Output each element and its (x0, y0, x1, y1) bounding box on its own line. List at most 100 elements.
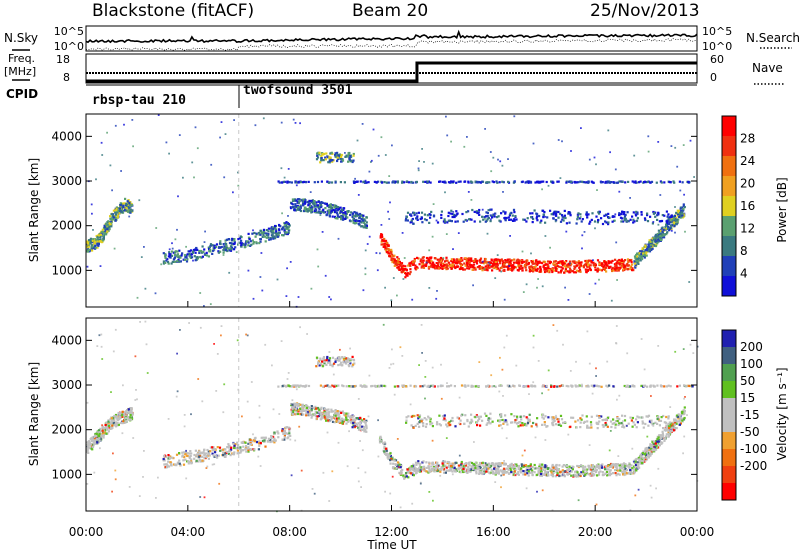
data-point (566, 473, 568, 475)
data-point (394, 258, 396, 260)
data-point (168, 465, 170, 467)
data-point (629, 469, 631, 471)
data-point (612, 463, 614, 465)
data-point (418, 169, 420, 171)
data-point (455, 182, 457, 184)
data-point (389, 459, 391, 461)
data-point (315, 407, 317, 409)
data-point (400, 466, 402, 468)
data-point (331, 181, 333, 183)
data-point (504, 213, 506, 215)
data-point (667, 231, 669, 233)
data-point (446, 265, 448, 267)
data-point (210, 303, 212, 305)
data-point (555, 215, 557, 217)
data-point (131, 411, 133, 413)
data-point (447, 215, 449, 217)
data-point (463, 146, 465, 148)
data-point (518, 269, 520, 271)
data-point (421, 266, 423, 268)
data-point (87, 251, 89, 253)
data-point (361, 225, 363, 227)
data-point (565, 231, 567, 233)
data-point (284, 224, 286, 226)
data-point (435, 468, 437, 470)
data-point (467, 181, 469, 183)
data-point (682, 181, 684, 183)
data-point (318, 409, 320, 411)
data-point (102, 426, 104, 428)
data-point (430, 266, 432, 268)
data-point (564, 265, 566, 267)
data-point (474, 220, 476, 222)
data-point (163, 455, 165, 457)
data-point (163, 458, 165, 460)
data-point (430, 257, 432, 259)
data-point (275, 230, 277, 232)
data-point (277, 279, 279, 281)
data-point (178, 261, 180, 263)
data-point (578, 267, 580, 269)
freq-tick-bottom: 8 (63, 71, 70, 84)
data-point (256, 441, 258, 443)
data-point (426, 257, 428, 259)
data-point (586, 471, 588, 473)
data-point (191, 256, 193, 258)
data-point (98, 429, 100, 431)
data-point (340, 216, 342, 218)
data-point (286, 295, 288, 297)
data-point (376, 181, 378, 183)
data-point (521, 463, 523, 465)
data-point (533, 143, 535, 145)
data-point (693, 176, 695, 178)
data-point (117, 216, 119, 218)
data-point (574, 181, 576, 183)
data-point (307, 204, 309, 206)
data-point (603, 474, 605, 476)
data-point (602, 266, 604, 268)
data-point (353, 415, 355, 417)
data-point (598, 474, 600, 476)
data-point (587, 264, 589, 266)
data-point (317, 204, 319, 206)
data-point (509, 235, 511, 237)
data-point (555, 260, 557, 262)
data-point (255, 236, 257, 238)
data-point (91, 204, 93, 206)
data-point (517, 471, 519, 473)
data-point (181, 252, 183, 254)
data-point (219, 240, 221, 242)
data-point (92, 446, 94, 448)
data-point (209, 246, 211, 248)
data-point (532, 262, 534, 264)
data-point (129, 416, 131, 418)
data-point (261, 252, 263, 254)
beam-title: Beam 20 (352, 1, 428, 21)
data-point (191, 162, 193, 164)
data-point (528, 467, 530, 469)
data-point (327, 408, 329, 410)
data-point (226, 239, 228, 241)
data-point (418, 168, 420, 170)
data-point (565, 182, 567, 184)
data-point (369, 171, 371, 173)
data-point (120, 211, 122, 213)
data-point (128, 408, 130, 410)
data-point (302, 204, 304, 206)
data-point (472, 466, 474, 468)
data-point (510, 471, 512, 473)
data-point (488, 262, 490, 264)
data-point (421, 217, 423, 219)
data-point (522, 181, 524, 183)
data-point (621, 213, 623, 215)
data-point (537, 181, 539, 183)
data-point (217, 446, 219, 448)
data-point (309, 414, 311, 416)
data-point (379, 439, 381, 441)
data-point (619, 469, 621, 471)
data-point (624, 181, 626, 183)
data-point (435, 465, 437, 467)
data-point (308, 208, 310, 210)
data-point (615, 242, 617, 244)
data-point (421, 148, 423, 150)
